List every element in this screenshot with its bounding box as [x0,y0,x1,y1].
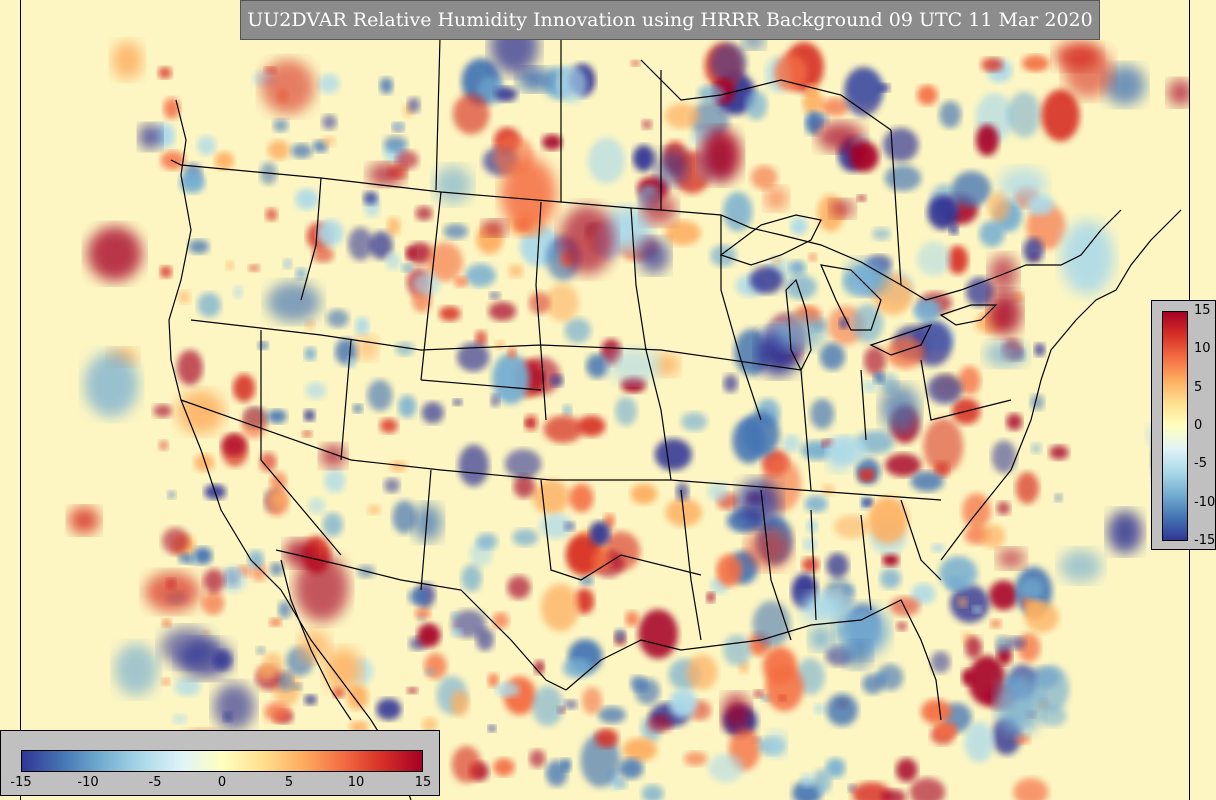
colorbar-tick-label: 0 [217,775,227,790]
us-states [180,177,1012,641]
us-canada-border [170,159,1122,301]
hudson-bay-coast [640,59,892,131]
vertical-colorbar-gradient [1162,311,1188,541]
colorbar-tick-label: -15 [10,775,32,790]
canada-provinces [435,0,902,286]
lake-superior [719,214,822,266]
mexico-border [275,549,567,691]
atlantic-coast [940,209,1182,561]
lake-michigan [785,278,812,372]
innovation-field [68,18,1189,800]
colorbar-tick-label: 0 [1194,418,1203,433]
colorbar-tick-label: -5 [1194,456,1207,472]
horizontal-colorbar: -15 -10 -5 0 5 10 15 [0,730,440,796]
map-canvas [21,0,1189,800]
colorbar-tick-label: -5 [148,775,162,790]
baja-coast [280,559,352,721]
colorbar-tick-label: 15 [1194,303,1211,318]
map-borders [168,0,1182,800]
colorbar-tick-label: -10 [1194,494,1216,510]
lake-huron [820,264,882,331]
vertical-colorbar: 15 10 5 0 -5 -10 -15 [1151,300,1216,550]
colorbar-tick-label: 5 [1194,379,1203,395]
map-title: UU2DVAR Relative Humidity Innovation usi… [240,0,1100,40]
horizontal-colorbar-gradient [21,750,423,772]
colorbar-tick-label: 10 [1194,341,1211,357]
lake-ontario [939,304,998,326]
colorbar-tick-label: -10 [77,775,99,790]
lake-erie [869,323,933,356]
colorbar-tick-label: -15 [1194,533,1216,548]
colorbar-tick-label: 15 [414,775,432,790]
colorbar-tick-label: 5 [284,775,294,790]
colorbar-tick-label: 10 [347,775,365,790]
pacific-coast [168,99,412,800]
gulf-coast [565,599,942,721]
map-area[interactable] [20,0,1190,800]
